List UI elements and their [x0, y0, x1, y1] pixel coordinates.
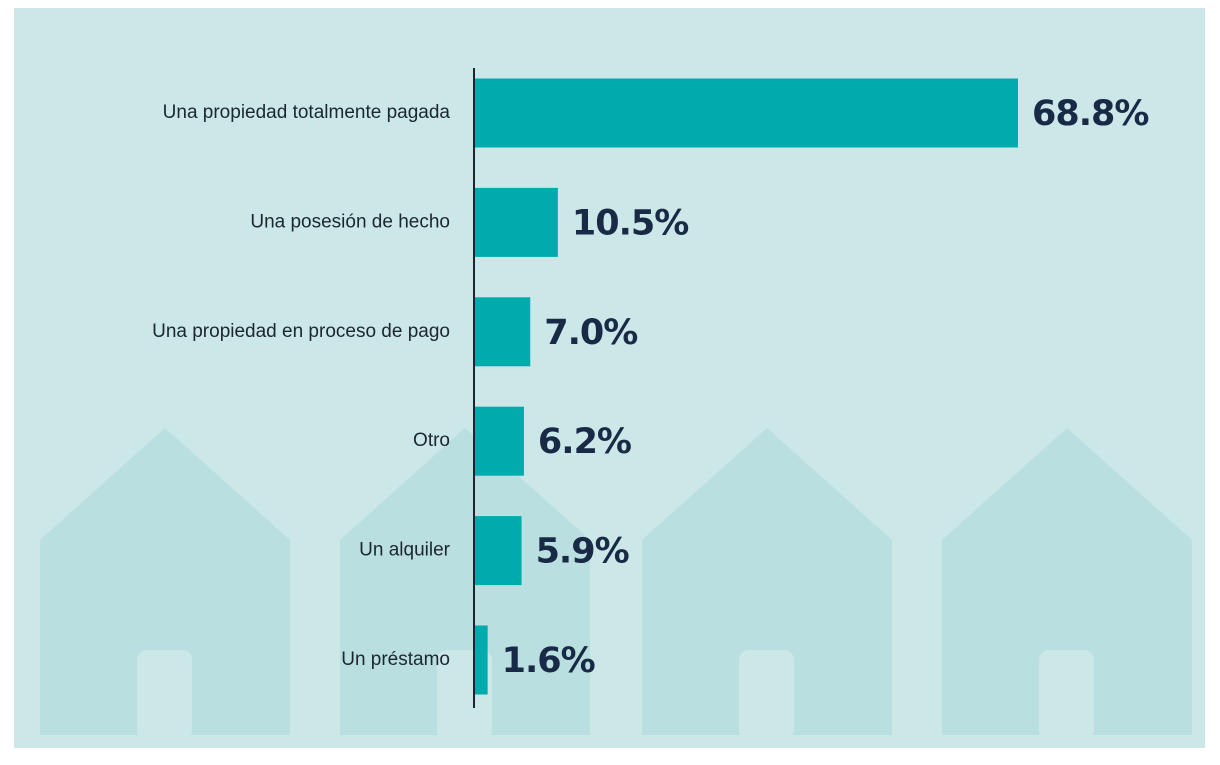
category-label: Una propiedad en proceso de pago: [152, 321, 450, 342]
bar: [475, 297, 530, 366]
value-label: 1.6%: [502, 641, 595, 681]
bar: [475, 626, 488, 695]
value-label: 68.8%: [1032, 94, 1148, 134]
bar: [475, 516, 522, 585]
value-label: 7.0%: [544, 313, 637, 353]
value-label: 10.5%: [572, 203, 688, 243]
category-label: Una propiedad totalmente pagada: [163, 102, 451, 123]
category-label: Un préstamo: [341, 649, 450, 670]
value-label: 5.9%: [536, 532, 629, 572]
bar: [475, 188, 558, 257]
category-label: Otro: [413, 430, 450, 451]
bar: [475, 79, 1018, 148]
bar: [475, 407, 524, 476]
chart: Una propiedad totalmente pagada 68.8% Una …: [0, 0, 1220, 765]
category-label: Un alquiler: [359, 540, 450, 561]
value-label: 6.2%: [538, 422, 631, 462]
category-label: Una posesión de hecho: [250, 211, 450, 232]
